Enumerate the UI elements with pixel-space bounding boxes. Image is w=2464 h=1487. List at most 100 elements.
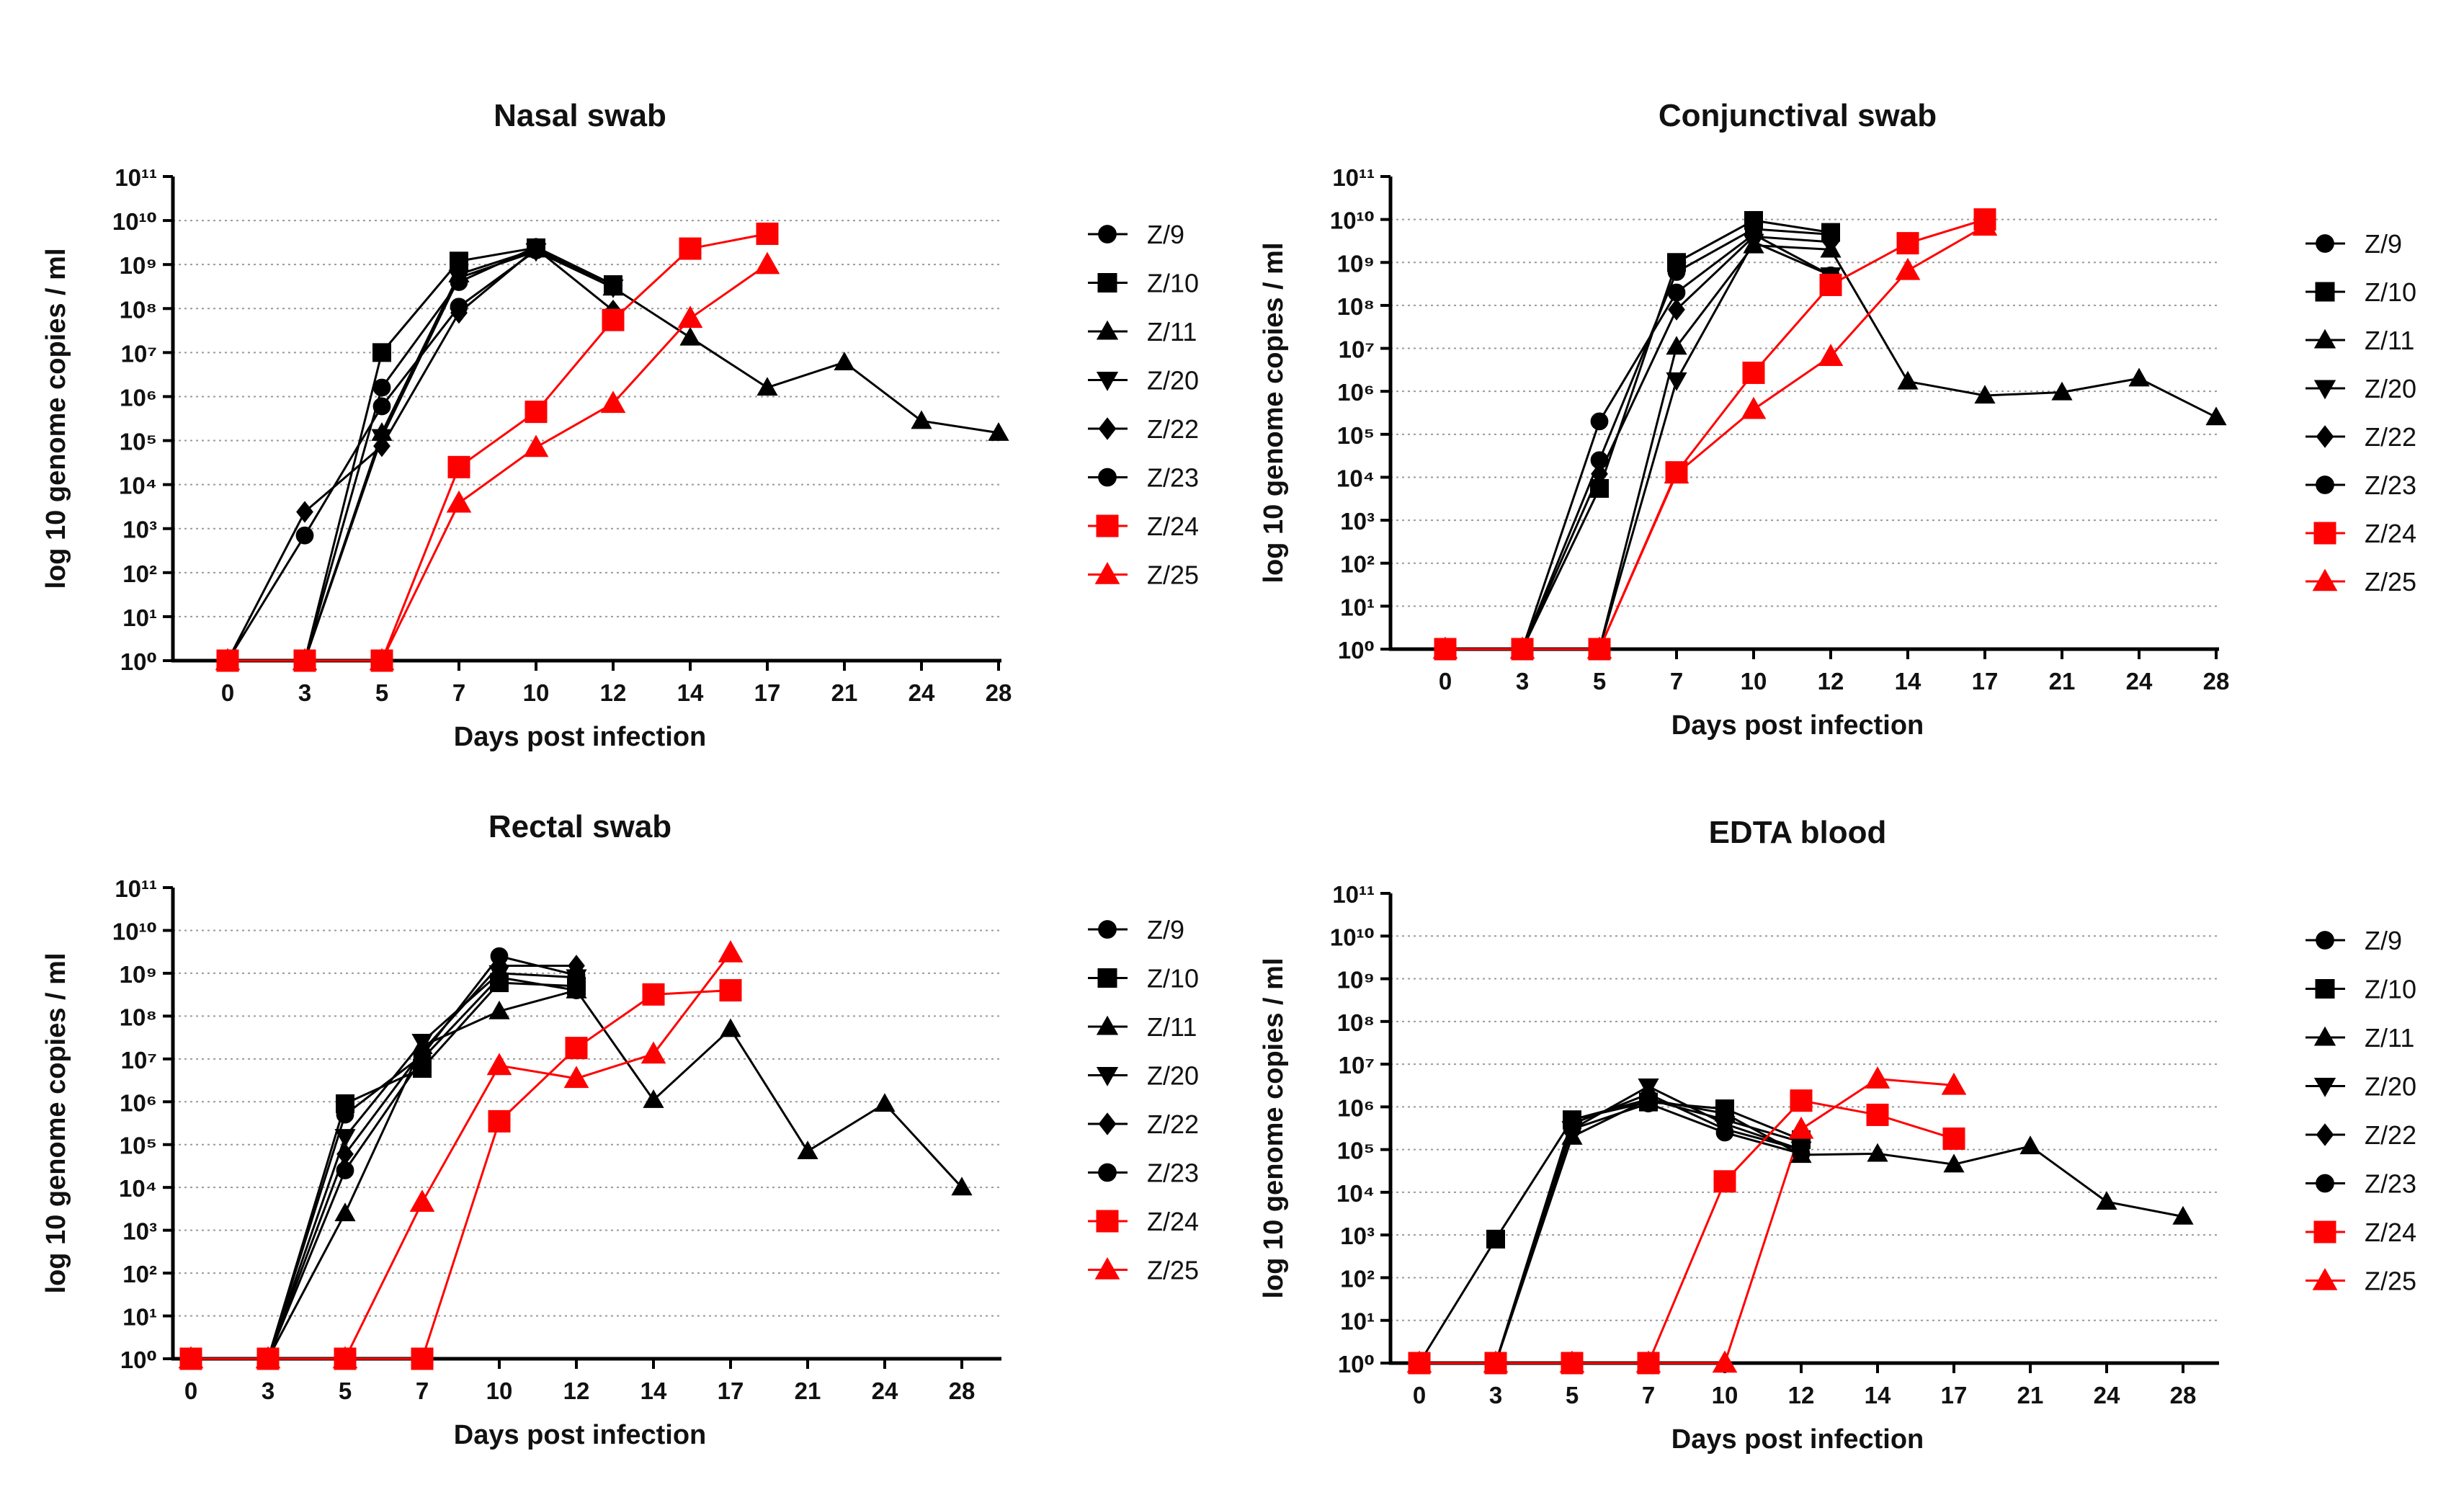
series-line-Z/20	[191, 972, 577, 1360]
data-point	[602, 308, 625, 331]
data-point	[2019, 1135, 2041, 1155]
data-point	[1406, 1350, 1432, 1373]
x-tick-label: 12	[1818, 668, 1844, 695]
legend-label: Z/24	[2365, 1218, 2416, 1247]
data-point	[296, 501, 313, 523]
series-line-Z/25	[1419, 1078, 1955, 1365]
chart-title: Nasal swab	[494, 98, 666, 133]
data-point	[642, 983, 665, 1006]
y-tick-label: 10¹	[122, 604, 157, 631]
legend-item: Z/24	[1088, 1207, 1199, 1236]
x-tick-label: 12	[1788, 1382, 1815, 1408]
legend-marker	[2316, 1174, 2334, 1193]
legend-marker	[2316, 234, 2334, 253]
legend-marker	[2313, 380, 2336, 400]
x-tick-label: 10	[1712, 1382, 1738, 1408]
data-point	[2172, 1205, 2194, 1225]
x-tick-label: 0	[1413, 1382, 1426, 1408]
x-tick-label: 21	[795, 1377, 821, 1404]
y-tick-label: 10⁶	[120, 384, 157, 411]
legend-item: Z/23	[1088, 1158, 1199, 1188]
legend-item: Z/23	[2305, 1169, 2416, 1199]
y-tick-label: 10⁴	[1336, 1180, 1375, 1207]
y-tick-label: 10¹⁰	[112, 918, 157, 945]
series-line-Z/20	[1445, 240, 1831, 651]
data-point	[178, 1346, 204, 1369]
legend-marker	[2316, 1123, 2334, 1146]
data-point	[1788, 1116, 1814, 1139]
data-point	[988, 422, 1009, 441]
legend-item: Z/9	[2305, 229, 2402, 259]
x-tick-label: 10	[486, 1377, 513, 1404]
y-tick-label: 10⁵	[1337, 422, 1375, 449]
x-tick-label: 5	[1566, 1382, 1579, 1408]
y-axis-label: log 10 genome copies / ml	[1259, 957, 1289, 1298]
legend-item: Z/20	[2305, 1072, 2416, 1102]
x-tick-label: 0	[184, 1377, 197, 1404]
data-point	[1713, 1170, 1736, 1193]
legend-marker	[2315, 979, 2335, 999]
data-point	[1819, 273, 1842, 296]
data-point	[1559, 1350, 1585, 1373]
legend-item: Z/24	[2305, 1218, 2416, 1247]
data-point	[486, 1053, 512, 1076]
data-point	[334, 1202, 356, 1222]
x-tick-label: 5	[339, 1377, 352, 1404]
legend-item: Z/24	[2305, 519, 2416, 548]
data-point	[372, 378, 391, 397]
y-tick-label: 10⁸	[120, 296, 157, 323]
data-point	[373, 434, 390, 457]
legend-item: Z/22	[2305, 1120, 2416, 1150]
data-point	[334, 1129, 356, 1148]
legend-item: Z/23	[2305, 470, 2416, 500]
x-tick-label: 14	[677, 679, 704, 706]
legend-item: Z/25	[1088, 561, 1199, 590]
x-tick-label: 10	[523, 679, 550, 706]
data-point	[1974, 385, 1996, 404]
x-tick-label: 7	[1642, 1382, 1655, 1408]
y-tick-label: 10⁸	[1337, 1009, 1375, 1036]
data-point	[1744, 225, 1763, 244]
legend-label: Z/25	[1147, 561, 1199, 590]
data-point	[1897, 370, 1919, 390]
y-tick-label: 10⁵	[120, 429, 157, 455]
data-point	[565, 1037, 588, 1060]
x-tick-label: 17	[718, 1377, 744, 1404]
data-point	[797, 1140, 818, 1160]
y-tick-label: 10⁵	[1337, 1138, 1375, 1164]
x-tick-label: 21	[2049, 668, 2076, 695]
legend-label: Z/9	[2365, 926, 2402, 955]
data-point	[834, 352, 855, 371]
data-point	[1590, 412, 1609, 431]
x-tick-label: 3	[1489, 1382, 1502, 1408]
legend-marker	[2313, 1220, 2336, 1243]
x-axis-label: Days post infection	[1671, 710, 1924, 741]
legend-label: Z/11	[1147, 1012, 1197, 1042]
y-tick-label: 10⁸	[120, 1004, 157, 1030]
data-point	[1486, 1229, 1505, 1249]
series-line-Z/23	[1419, 1102, 1802, 1365]
series-line-Z/25	[1445, 225, 1986, 651]
legend-marker	[1096, 320, 1119, 340]
x-tick-label: 0	[221, 679, 234, 706]
legend-item: Z/22	[1088, 414, 1199, 444]
y-tick-label: 10¹¹	[115, 875, 157, 902]
data-point	[911, 410, 932, 429]
legend-item: Z/24	[1088, 512, 1199, 541]
x-tick-label: 21	[831, 679, 858, 706]
y-tick-label: 10²	[1340, 551, 1375, 578]
y-tick-label: 10⁵	[120, 1133, 157, 1159]
data-point	[332, 1346, 358, 1369]
x-tick-label: 3	[262, 1377, 274, 1404]
legend-marker	[1098, 225, 1117, 244]
data-point	[1822, 231, 1839, 254]
data-point	[527, 241, 545, 259]
series-line-Z/22	[1419, 1092, 1802, 1365]
legend-item: Z/10	[2305, 277, 2416, 307]
data-point	[1865, 1066, 1891, 1089]
x-tick-label: 17	[1972, 668, 1999, 695]
data-point	[409, 1189, 435, 1213]
y-tick-label: 10⁰	[1338, 1351, 1375, 1377]
data-point	[604, 275, 622, 294]
x-tick-label: 17	[1941, 1382, 1968, 1408]
